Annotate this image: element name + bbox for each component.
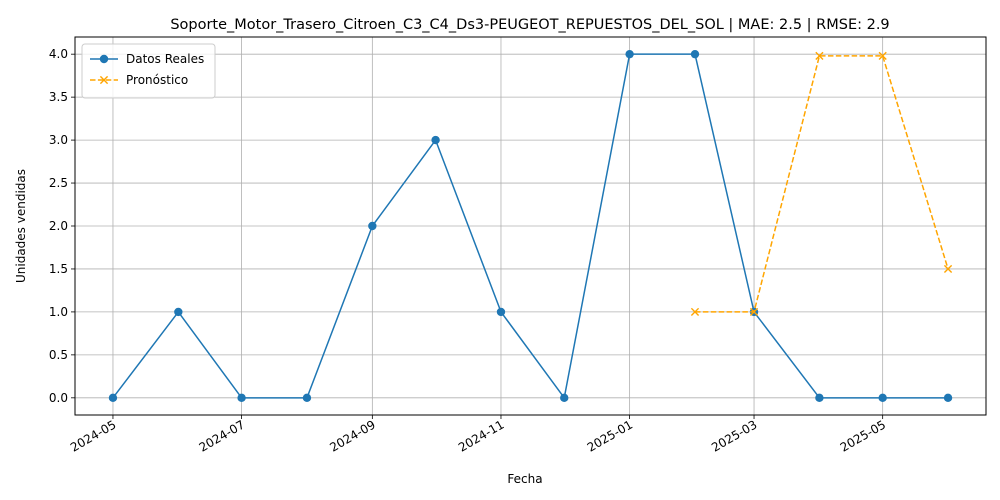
data-point (108, 393, 118, 403)
series-layer (108, 49, 953, 403)
data-point (878, 393, 887, 403)
legend-label: Pronóstico (126, 73, 188, 87)
data-point (302, 393, 312, 403)
y-axis-title: Unidades vendidas (14, 169, 28, 283)
legend-entry: Datos Reales (90, 52, 204, 66)
y-tick-label: 3.5 (49, 90, 68, 104)
data-point (368, 221, 377, 231)
legend-label: Datos Reales (126, 52, 204, 66)
y-tick-label: 2.0 (49, 219, 68, 233)
y-tick-label: 2.5 (49, 176, 68, 190)
y-tick-label: 0.0 (49, 391, 68, 405)
x-axis-title: Fecha (507, 472, 542, 486)
y-tick-label: 4.0 (49, 47, 68, 61)
series-line (694, 55, 949, 313)
y-axis: 0.0 0.5 1.0 1.5 2.0 2.5 3.0 3.5 4.0 (49, 47, 75, 405)
legend-box (81, 43, 216, 99)
data-point (690, 49, 700, 59)
data-point (237, 393, 246, 403)
data-point (625, 49, 634, 59)
data-point (943, 264, 953, 274)
data-point (943, 393, 953, 403)
data-point (815, 393, 824, 403)
chart-title: Soporte_Motor_Trasero_Citroen_C3_C4_Ds3-… (170, 17, 889, 33)
series-line (112, 53, 949, 399)
data-point (815, 51, 824, 60)
data-point (690, 307, 700, 317)
data-point (496, 307, 506, 317)
y-tick-label: 1.5 (49, 262, 68, 276)
data-point (431, 135, 440, 145)
legend-swatch-marker (99, 54, 109, 64)
legend-swatch-marker (99, 75, 109, 85)
data-point (878, 51, 887, 60)
data-point (749, 307, 759, 317)
data-point (174, 307, 183, 317)
y-tick-label: 0.5 (49, 348, 68, 362)
legend-entry: Pronóstico (90, 73, 188, 87)
legend: Datos Reales Pronóstico (81, 43, 216, 99)
y-tick-label: 3.0 (49, 133, 68, 147)
y-tick-label: 1.0 (49, 305, 68, 319)
series-1 (690, 51, 953, 317)
data-point (560, 393, 569, 403)
